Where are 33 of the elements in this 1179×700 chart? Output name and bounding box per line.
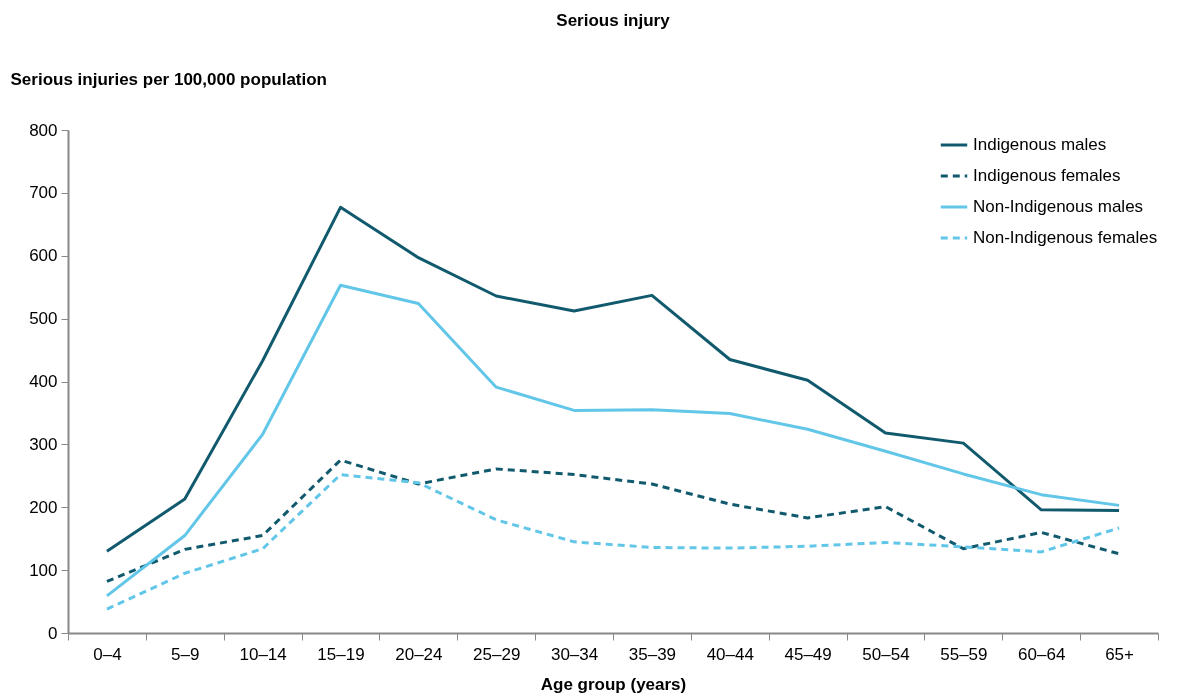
line-series [105, 283, 1121, 598]
x-tick-label: 55–59 [940, 644, 988, 664]
legend-label: Non-Indigenous males [973, 197, 1144, 216]
x-tick-label: 15–19 [317, 644, 365, 664]
x-tick-label: 40–44 [706, 644, 754, 664]
x-tick-label: 25–29 [473, 644, 521, 664]
y-tick-label: 600 [29, 246, 58, 266]
line-series [105, 473, 1121, 611]
x-tick-label: 65+ [1105, 644, 1135, 664]
x-tick-label: 45–49 [784, 644, 832, 664]
y-tick-label: 800 [29, 120, 58, 140]
chart-title: Serious injury [556, 11, 671, 30]
y-tick-label: 300 [29, 434, 58, 454]
y-tick-label: 0 [48, 623, 58, 643]
y-tick-label: 500 [29, 309, 58, 329]
y-axis-title: Serious injuries per 100,000 population [10, 69, 327, 89]
x-tick-label: 60–64 [1018, 644, 1066, 664]
x-tick-label: 5–9 [171, 644, 200, 664]
y-tick-label: 400 [29, 372, 58, 391]
x-tick-label: 50–54 [862, 644, 910, 664]
x-tick-label: 20–24 [395, 644, 443, 664]
y-tick-label: 700 [29, 183, 58, 203]
x-tick-label: 35–39 [628, 644, 677, 664]
y-tick-label: 200 [29, 497, 58, 517]
legend-label: Non-Indigenous females [973, 228, 1158, 247]
legend-label: Indigenous males [973, 135, 1107, 154]
y-tick-label: 100 [29, 560, 58, 580]
x-axis-title: Age group (years) [540, 674, 687, 694]
line-series [105, 458, 1121, 583]
x-tick-label: 30–34 [550, 644, 599, 664]
legend-label: Indigenous females [973, 166, 1121, 185]
x-tick-label: 10–14 [239, 644, 287, 664]
x-tick-label: 0–4 [93, 644, 122, 664]
